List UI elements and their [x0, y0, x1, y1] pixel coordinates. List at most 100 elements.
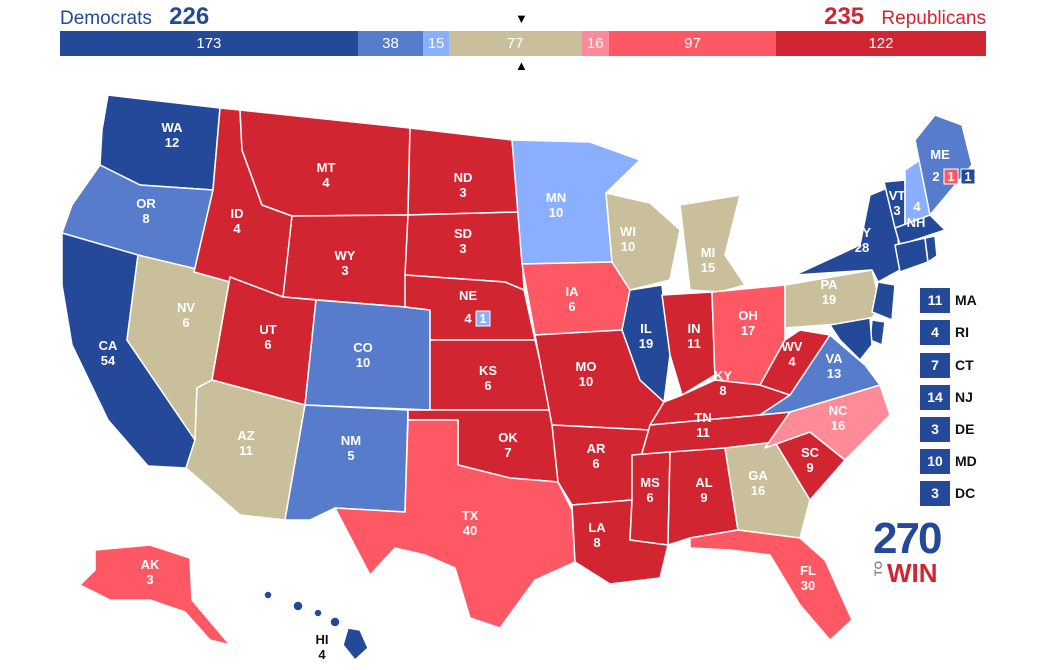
bar-segment-safe-dem[interactable]: 173	[60, 31, 358, 56]
bar-segment-leans-rep[interactable]: 16	[581, 31, 610, 56]
state-pa[interactable]	[784, 269, 883, 329]
bar-segment-likely-rep[interactable]: 97	[609, 31, 776, 56]
small-state-de-box[interactable]: 3	[920, 417, 950, 442]
label-ok-name: OK	[498, 430, 518, 445]
state-tx[interactable]	[334, 419, 576, 629]
small-state-ct-label: CT	[955, 357, 974, 373]
small-state-nj-box[interactable]: 14	[920, 385, 950, 410]
state-md-shape[interactable]	[829, 317, 873, 361]
label-in-votes: 11	[687, 336, 701, 351]
label-tn-votes: 11	[696, 425, 710, 440]
state-hi[interactable]	[342, 627, 369, 661]
democrats-total: 226	[169, 3, 210, 30]
label-id-name: ID	[231, 206, 244, 221]
state-ct-shape[interactable]	[894, 237, 929, 273]
state-wi[interactable]	[605, 192, 681, 291]
label-ar-name: AR	[587, 441, 606, 456]
label-va-name: VA	[825, 351, 843, 366]
small-state-dc-box[interactable]: 3	[920, 481, 950, 506]
label-ny-name: NY	[853, 225, 871, 240]
label-ut-name: UT	[259, 322, 276, 337]
label-ks-name: KS	[479, 363, 497, 378]
state-in[interactable]	[661, 291, 716, 396]
label-sd-votes: 3	[459, 241, 466, 256]
small-state-dc-label: DC	[955, 485, 976, 501]
label-ga-name: GA	[748, 468, 768, 483]
label-ut-votes: 6	[264, 337, 271, 352]
small-state-ct-box[interactable]: 7	[920, 353, 950, 378]
logo-to: TO	[873, 561, 885, 577]
state-fl[interactable]	[689, 529, 853, 641]
label-tn-name: TN	[694, 410, 711, 425]
label-la-name: LA	[588, 520, 606, 535]
label-mt-name: MT	[317, 160, 336, 175]
label-sc-name: SC	[801, 445, 820, 460]
label-ga-votes: 16	[751, 483, 765, 498]
logo-number: 270	[873, 514, 942, 563]
label-ky-votes: 8	[719, 383, 726, 398]
label-ne-votes: 4	[464, 311, 472, 326]
small-state-ri-box[interactable]: 4	[920, 320, 950, 345]
label-nh-votes: 4	[913, 199, 921, 214]
label-pa-votes: 19	[822, 292, 836, 307]
state-mi[interactable]	[679, 194, 746, 293]
270towin-logo[interactable]: 270 TO WIN	[873, 514, 953, 588]
label-hi-votes: 4	[318, 647, 326, 662]
state-me[interactable]	[914, 114, 973, 216]
small-state-ma-box[interactable]: 11	[920, 288, 950, 313]
label-il-name: IL	[640, 321, 652, 336]
label-id-votes: 4	[233, 221, 241, 236]
state-hi-island-4[interactable]	[263, 590, 273, 600]
label-al-name: AL	[695, 475, 712, 490]
state-hi-island-1[interactable]	[329, 616, 341, 628]
me1-district-box[interactable]	[960, 168, 976, 185]
state-hi-island-2[interactable]	[313, 608, 323, 618]
me2-district-votes: 1	[947, 169, 954, 184]
label-az-name: AZ	[237, 428, 254, 443]
label-ms-name: MS	[640, 475, 660, 490]
label-ak-votes: 3	[146, 572, 153, 587]
label-ia-votes: 6	[568, 299, 575, 314]
label-wa-name: WA	[162, 120, 184, 135]
label-al-votes: 9	[700, 490, 707, 505]
state-ms[interactable]	[629, 451, 671, 546]
label-mn-votes: 10	[549, 205, 563, 220]
bar-segment-likely-dem[interactable]: 38	[357, 31, 424, 56]
label-wv-name: WV	[782, 339, 803, 354]
state-ma-shape[interactable]	[894, 214, 946, 246]
democrats-tally: Democrats 226	[60, 4, 209, 32]
label-vt-name: VT	[889, 188, 906, 203]
small-state-md-label: MD	[955, 453, 977, 469]
state-hi-island-3[interactable]	[292, 600, 304, 612]
state-ak[interactable]	[79, 544, 231, 646]
label-oh-votes: 17	[741, 323, 755, 338]
bar-segment-tossup[interactable]: 77	[448, 31, 582, 56]
state-nj-shape[interactable]	[871, 281, 896, 321]
bar-segment-leans-dem[interactable]: 15	[423, 31, 449, 56]
label-or-votes: 8	[142, 211, 149, 226]
bar-segment-safe-rep[interactable]: 122	[775, 31, 986, 56]
label-ms-votes: 6	[646, 490, 653, 505]
state-wv[interactable]	[759, 329, 831, 396]
label-ak-name: AK	[141, 557, 160, 572]
270-marker-down-icon: ▼	[515, 11, 528, 26]
label-ca-name: CA	[99, 338, 118, 353]
label-nc-name: NC	[829, 403, 848, 418]
logo-win: WIN	[887, 558, 938, 588]
me2-district-box[interactable]	[943, 168, 959, 185]
label-me-votes: 2	[932, 169, 939, 184]
small-state-md-box[interactable]: 10	[920, 449, 950, 474]
label-fl-name: FL	[800, 563, 816, 578]
label-nd-name: ND	[454, 170, 473, 185]
ne2-district-box[interactable]	[475, 310, 491, 327]
label-az-votes: 11	[239, 443, 253, 458]
ne2-district-votes: 1	[479, 311, 486, 326]
label-sc-votes: 9	[806, 460, 813, 475]
label-wi-name: WI	[620, 224, 636, 239]
label-nd-votes: 3	[459, 185, 466, 200]
state-ri-shape[interactable]	[924, 235, 938, 263]
label-oh-name: OH	[738, 308, 758, 323]
small-state-ri-label: RI	[955, 324, 969, 340]
state-ny[interactable]	[794, 184, 901, 283]
